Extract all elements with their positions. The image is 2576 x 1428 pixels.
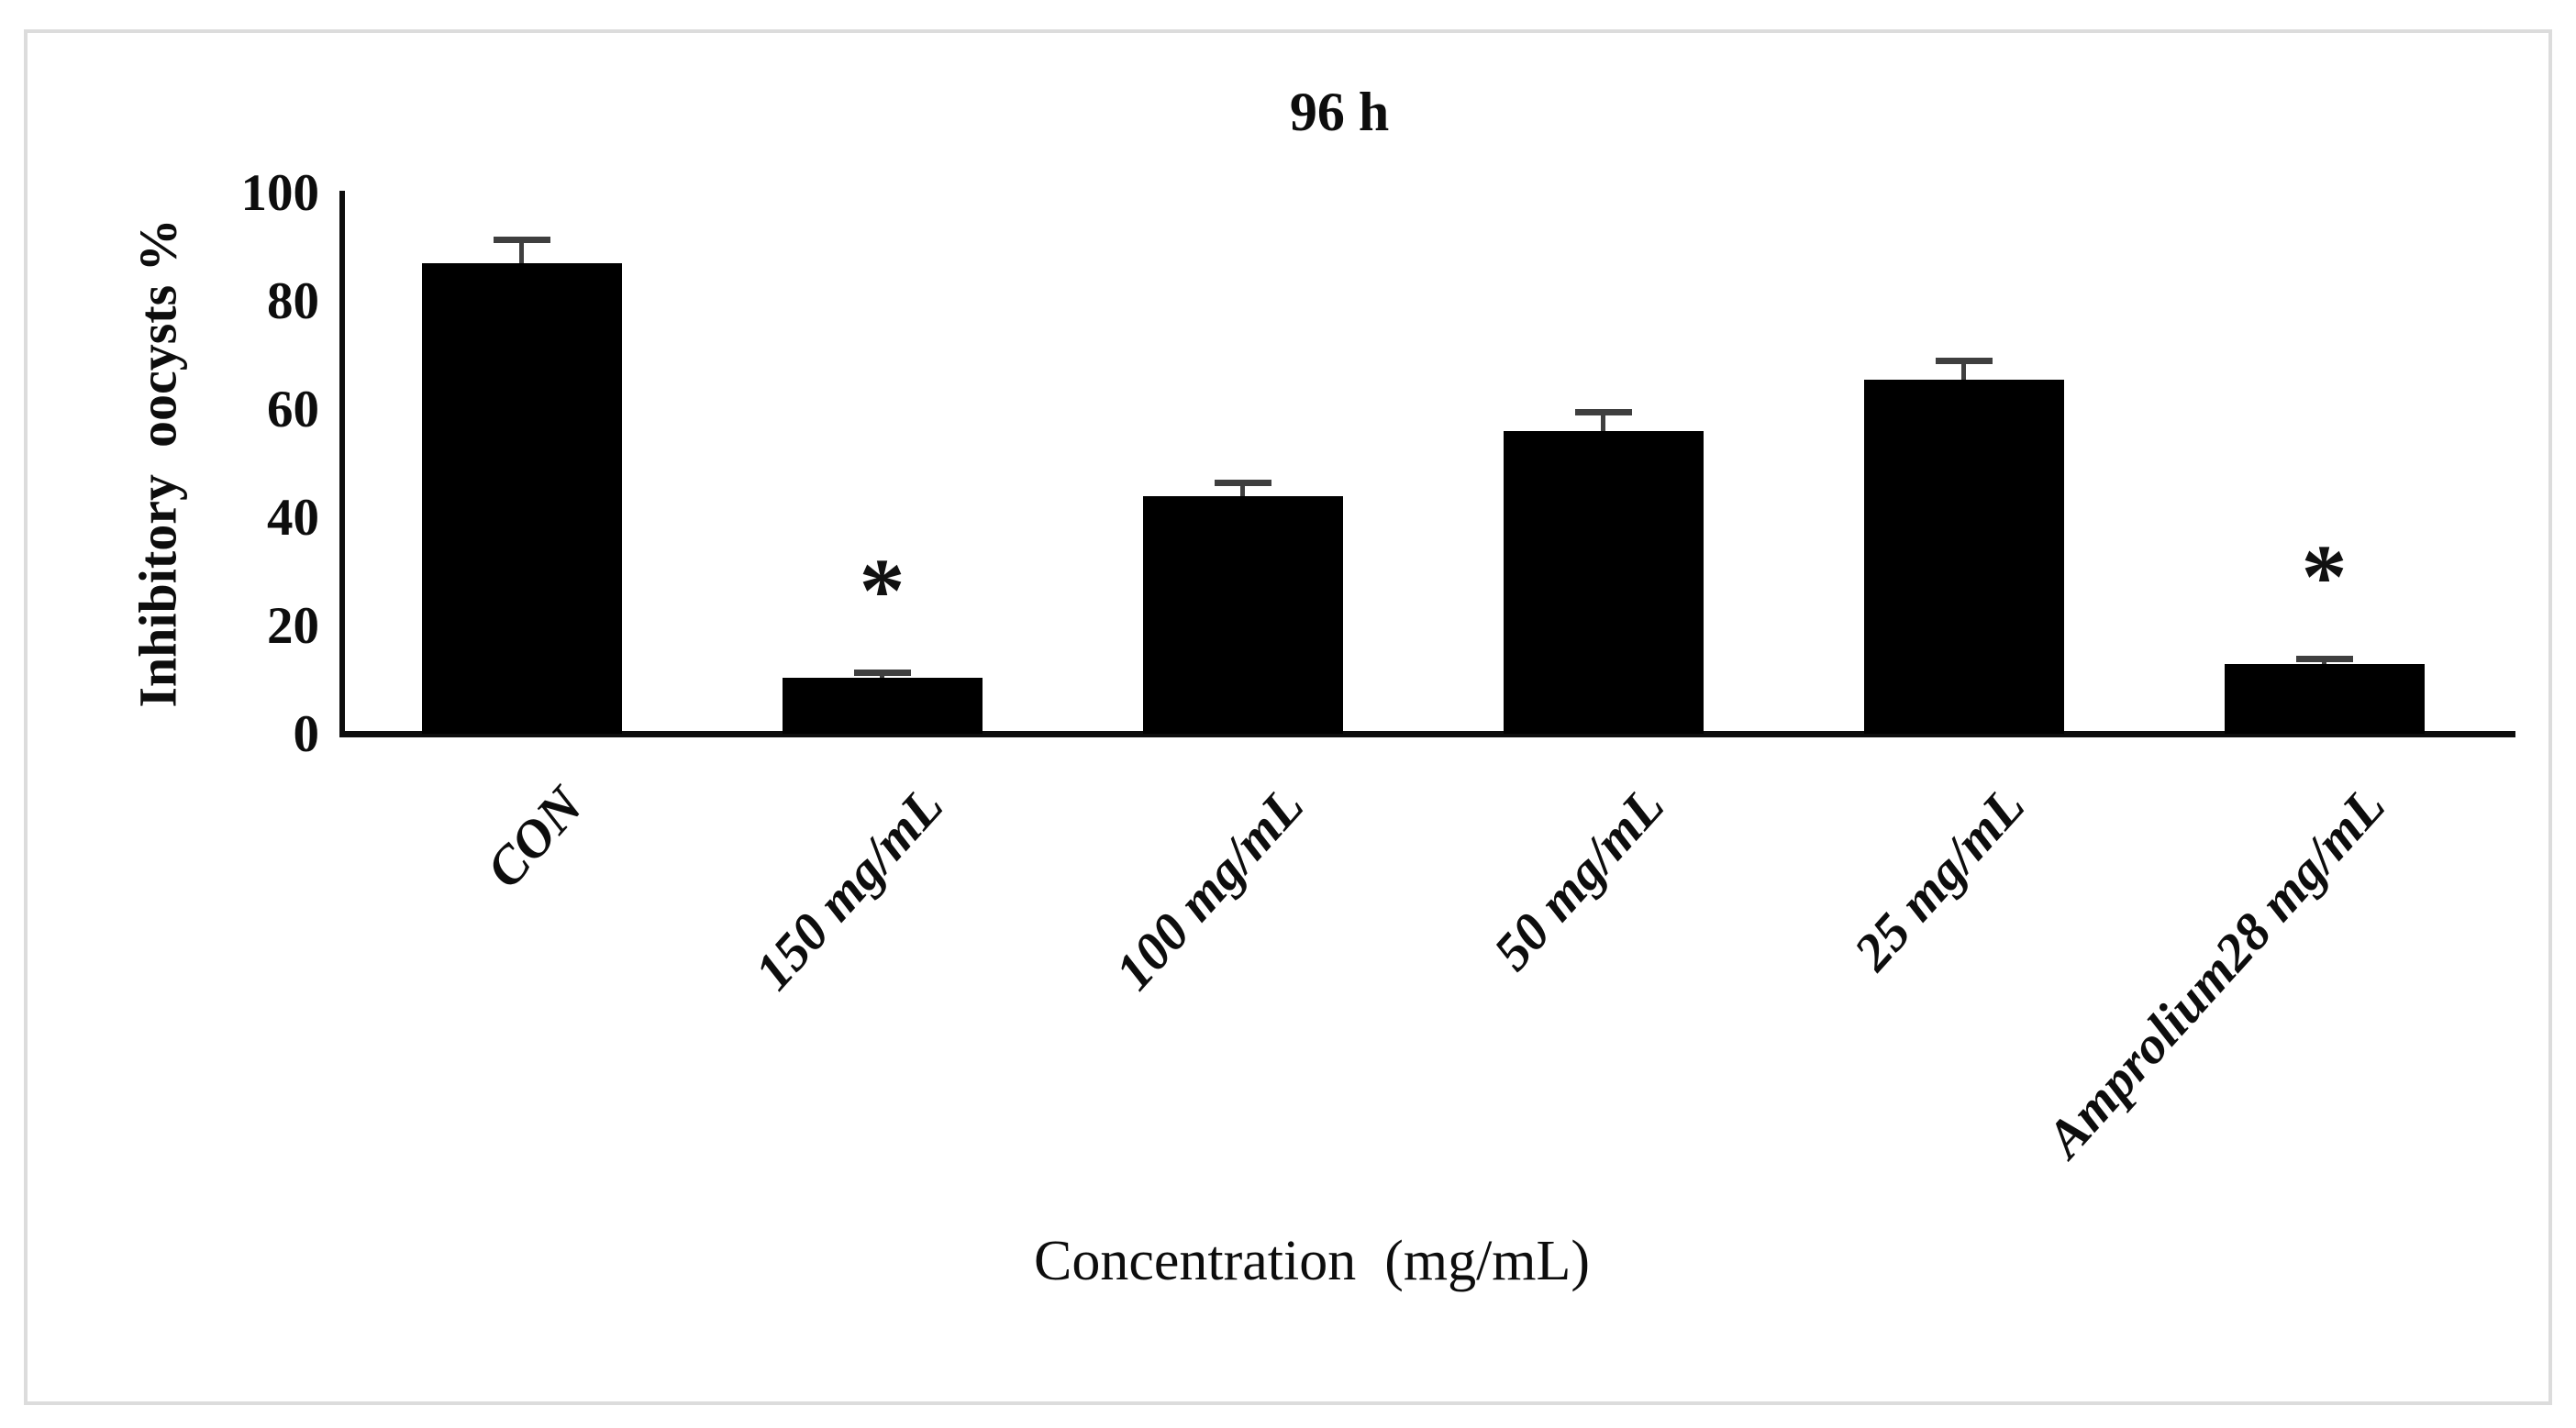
chart-title: 96 h (1289, 82, 1390, 142)
error-bar-line (1601, 412, 1605, 432)
significance-asterisk: * (2301, 525, 2348, 627)
y-axis-line (339, 191, 345, 737)
error-bar-line (1240, 482, 1245, 496)
y-axis-tick-label: 40 (267, 488, 319, 547)
bar-3 (1142, 495, 1343, 735)
bar-5 (1863, 380, 2064, 735)
x-axis-line (339, 731, 2515, 737)
x-axis-title: Concentration (mg/mL) (1033, 1230, 1591, 1292)
bar-1 (421, 263, 622, 735)
error-bar-cap (1214, 480, 1271, 487)
y-axis-tick-label: 20 (267, 596, 319, 655)
bar-6 (2224, 663, 2425, 735)
error-bar-cap (1574, 409, 1632, 416)
bar-2 (782, 677, 983, 735)
error-bar-cap (493, 236, 550, 243)
y-axis-tick-label: 0 (293, 704, 320, 763)
error-bar-cap (853, 669, 911, 676)
y-axis-tick-label: 60 (267, 380, 319, 438)
error-bar-line (519, 238, 524, 264)
error-bar-cap (1935, 358, 1993, 365)
error-bar-line (1961, 360, 1966, 381)
y-axis-tick-label: 100 (240, 163, 320, 222)
error-bar-cap (2295, 655, 2353, 662)
y-axis-tick-label: 80 (267, 271, 319, 330)
bar-4 (1503, 431, 1704, 735)
significance-asterisk: * (859, 538, 905, 641)
